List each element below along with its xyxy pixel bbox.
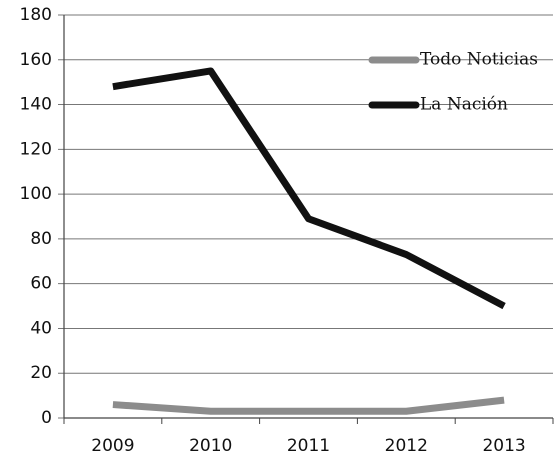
- series-line: [112, 396, 505, 415]
- x-tick-label: 2012: [385, 436, 428, 456]
- x-tick-label: 2011: [287, 436, 330, 456]
- x-tick-label: 2009: [91, 436, 134, 456]
- legend-label: Todo Noticias: [420, 50, 538, 70]
- y-tick-label: 140: [20, 95, 52, 115]
- y-tick-label: 0: [41, 408, 52, 428]
- y-tick-label: 120: [20, 139, 52, 159]
- y-tick-label: 180: [20, 5, 52, 25]
- y-tick-label: 40: [30, 318, 52, 338]
- x-tick-label: 2013: [482, 436, 525, 456]
- y-tick-label: 60: [30, 274, 52, 294]
- x-tick-label: 2010: [189, 436, 232, 456]
- y-tick-label: 80: [30, 229, 52, 249]
- y-tick-label: 100: [20, 184, 52, 204]
- legend-label: La Nación: [420, 95, 508, 115]
- y-tick-label: 20: [30, 363, 52, 383]
- y-tick-label: 160: [20, 50, 52, 70]
- series-line: [112, 67, 506, 310]
